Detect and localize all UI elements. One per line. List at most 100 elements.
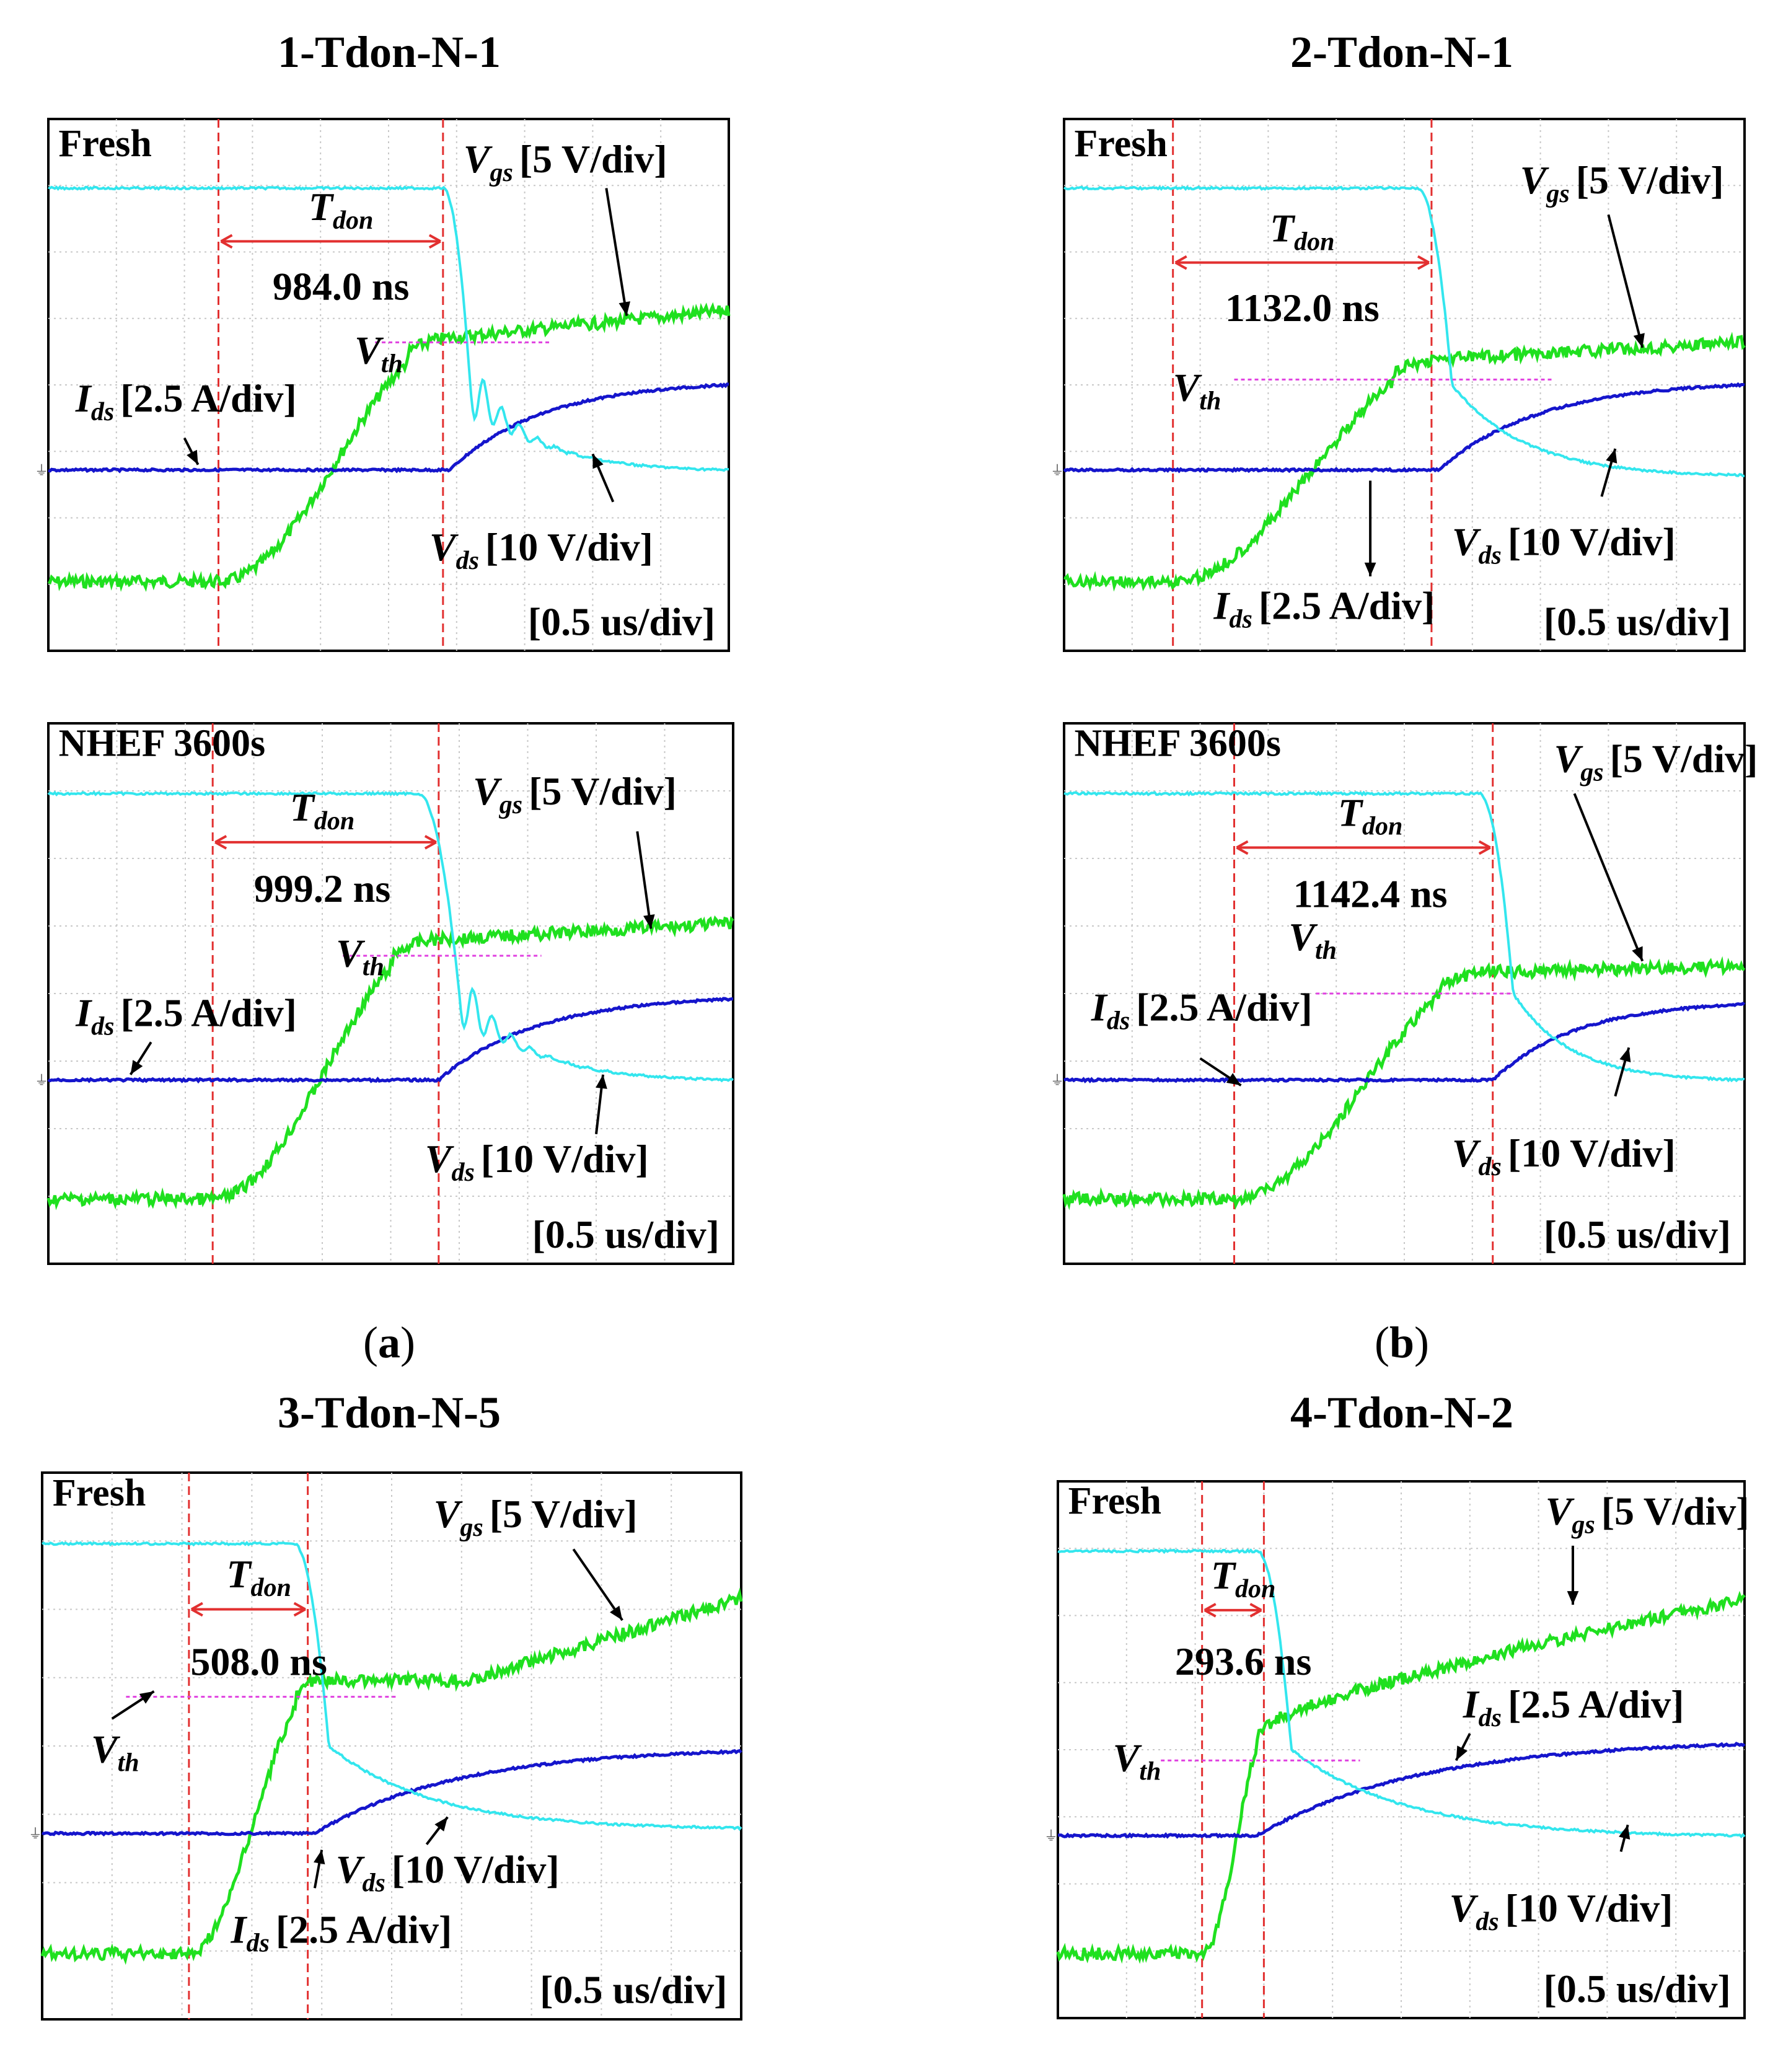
title-1: 1-Tdon-N-1 [278,27,501,77]
tdon-value: 984.0 ns [273,265,410,309]
vgs-label: Vgs [5 V/div] [473,769,677,819]
ids-label: Ids [2.5 A/div] [1213,584,1435,634]
ids-waveform [1057,1742,1746,1839]
tdon-arrowheads [190,1602,306,1617]
vgs-waveform [48,185,729,472]
oscilloscope-panel: ⏚ Fresh Vgs [5 V/div] Tdon 293.6 ns Vth Ids [2.5… [1044,1480,1749,2019]
tdon-arrowheads [1204,1603,1262,1618]
tdon-arrowheads [1236,840,1491,855]
panel-state-label: Fresh [1074,123,1167,165]
pointer-arrowhead [1619,1825,1631,1840]
title-2: 2-Tdon-N-1 [1290,27,1513,77]
panel-state-label: Fresh [1068,1480,1161,1522]
oscilloscope-panel: ⏚ NHEF 3600s Vgs [5 V/div] Tdon 999.2 ns Vth Id… [35,722,734,1265]
pointer-arrowhead [130,1060,143,1075]
ids-label: Ids [2.5 A/div] [1091,985,1313,1036]
tdon-label: Tdon [1211,1553,1275,1603]
vds-waveform [1063,332,1746,592]
vds-waveform [1062,956,1746,1210]
tdon-label: Tdon [309,185,373,235]
ground-marker: ⏚ [35,1073,48,1088]
tdon-label: Tdon [1270,206,1334,256]
ground-marker: ⏚ [1050,462,1064,478]
ground-marker: ⏚ [35,462,48,478]
pointer-arrowhead [139,1691,154,1704]
pointer-arrowhead [1632,946,1643,961]
pointer-arrowhead [592,454,604,469]
pointer-arrowhead [643,914,655,929]
panel-state-label: NHEF 3600s [1074,722,1281,764]
pointer-arrow [572,1548,623,1621]
pointer-arrowhead [1364,562,1376,576]
vds-waveform [1056,1590,1746,1964]
vth-label: Vth [336,931,384,981]
vth-label: Vth [91,1727,139,1777]
tdon-value: 1142.4 ns [1293,871,1448,915]
title-4: 4-Tdon-N-2 [1290,1388,1513,1437]
vds-label: Vds [10 V/div] [1452,1131,1676,1181]
pointer-arrow [605,188,628,316]
vgs-label: Vgs [5 V/div] [1554,736,1758,787]
ids-label: Ids [2.5 A/div] [231,1908,452,1958]
time-scale-label: [0.5 us/div] [528,599,715,643]
tdon-value: 293.6 ns [1175,1639,1312,1683]
ids-label: Ids [2.5 A/div] [75,376,297,426]
vgs-waveform [1057,1548,1746,1839]
time-scale-label: [0.5 us/div] [1544,1967,1731,2011]
tdon-value: 999.2 ns [254,866,391,910]
panel-label-b: (b) [1375,1318,1429,1367]
vgs-waveform [1063,185,1745,478]
oscilloscope-panel: ⏚ Fresh Vgs [5 V/div] Tdon 984.0 ns Vth Ids [2.5… [35,118,731,652]
time-scale-label: [0.5 us/div] [1544,599,1731,643]
tdon-arrowheads [1174,255,1430,270]
vth-label: Vth [354,328,403,379]
pointer-arrowhead [1456,1745,1468,1761]
vgs-label: Vgs [5 V/div] [464,137,667,187]
vth-label: Vth [1173,366,1221,416]
vds-label: Vds [10 V/div] [429,525,653,575]
ids-label: Ids [2.5 A/div] [75,990,297,1041]
panel-label-a: (a) [363,1318,415,1367]
panel-state-label: Fresh [58,123,151,165]
vgs-waveform [47,790,734,1083]
time-scale-label: [0.5 us/div] [532,1212,720,1256]
vds-label: Vds [10 V/div] [1452,520,1676,570]
vth-label: Vth [1113,1736,1161,1786]
panel-state-label: NHEF 3600s [59,722,266,764]
ids-waveform [1063,1002,1746,1083]
ids-waveform [1063,382,1745,474]
oscilloscope-panel: ⏚ Fresh Vgs [5 V/div] Tdon 508.0 ns Vth Ids [2.5… [29,1471,743,2021]
pointer-arrowhead [434,1817,448,1832]
pointer-arrowhead [618,301,631,316]
panel-state-label: Fresh [53,1472,146,1514]
ids-waveform [48,382,729,474]
vds-label: Vds [10 V/div] [425,1137,649,1187]
pointer-arrowhead [1619,1047,1631,1063]
ground-marker: ⏚ [1044,1828,1058,1844]
time-scale-label: [0.5 us/div] [1544,1212,1731,1256]
pointer-arrowhead [187,449,198,465]
pointer-arrowhead [610,1605,623,1621]
tdon-arrowheads [214,835,437,850]
tdon-value: 1132.0 ns [1225,286,1380,330]
tdon-label: Tdon [1338,791,1402,841]
pointer-arrowhead [1633,333,1645,348]
ids-waveform [47,997,734,1084]
vgs-label: Vgs [5 V/div] [434,1492,638,1542]
vgs-waveform [41,1541,742,1831]
vds-waveform [46,915,734,1210]
tdon-value: 508.0 ns [190,1639,327,1683]
ground-marker: ⏚ [29,1826,42,1841]
tdon-label: Tdon [290,785,354,835]
vds-label: Vds [10 V/div] [1450,1886,1673,1936]
pointer-arrow [1573,793,1644,962]
pointer-arrowhead [596,1074,607,1089]
time-scale-label: [0.5 us/div] [540,1968,727,2012]
pointer-arrowhead [1226,1073,1241,1086]
vgs-label: Vgs [5 V/div] [1520,158,1724,208]
ground-marker: ⏚ [1050,1073,1064,1088]
tdon-arrowheads [220,234,441,249]
